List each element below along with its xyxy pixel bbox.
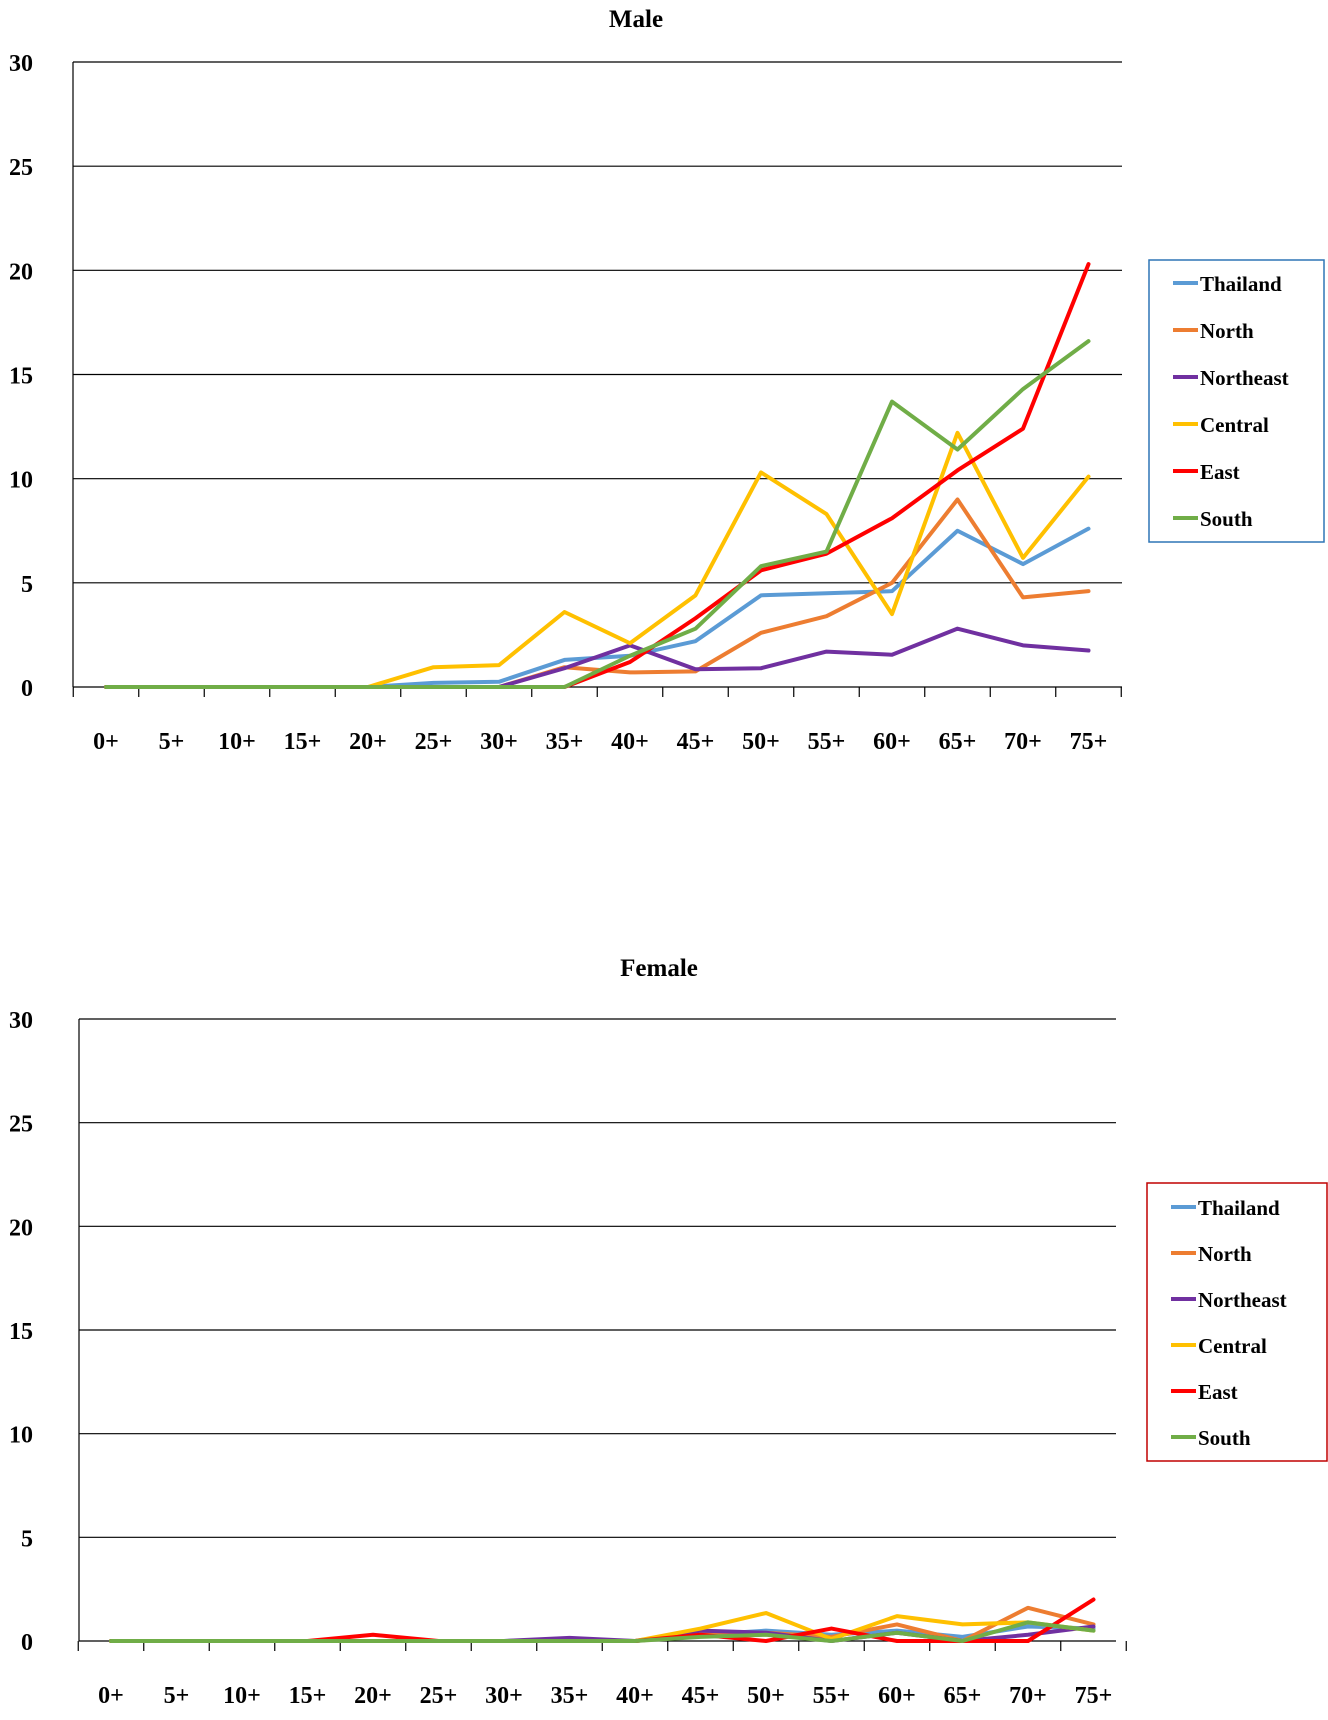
female-x-tick-label: 5+	[164, 1683, 190, 1709]
female-chart-panel: Female 0 5 10 15 20 25 30 0+ 5+ 10+ 15+ 20+ 25+ 30+ 35…	[9, 955, 1328, 1709]
female-y-tick-label: 20	[9, 1215, 33, 1241]
female-legend: Thailand North Northeast Central East South	[1146, 1182, 1328, 1462]
male-y-tick-label: 30	[9, 51, 33, 77]
male-x-tick-label: 50+	[742, 729, 780, 755]
female-x-tick-label: 50+	[747, 1683, 785, 1709]
male-x-tick-label: 20+	[349, 729, 387, 755]
male-x-tick-label: 15+	[284, 729, 322, 755]
female-y-tick-label: 30	[9, 1008, 33, 1034]
female-y-tick-label: 5	[21, 1526, 33, 1552]
male-legend: Thailand North Northeast Central East South	[1148, 259, 1325, 543]
female-x-tick-label: 70+	[1009, 1683, 1047, 1709]
male-legend-label: East	[1200, 460, 1240, 484]
male-y-tick-label: 25	[9, 155, 33, 181]
male-legend-label: Northeast	[1200, 366, 1289, 390]
male-x-tick-label: 60+	[873, 729, 911, 755]
female-x-tick-label: 15+	[289, 1683, 327, 1709]
female-x-tick-label: 30+	[485, 1683, 523, 1709]
male-x-tick-label: 40+	[611, 729, 649, 755]
male-x-tick-label: 25+	[415, 729, 453, 755]
male-chart-title: Male	[609, 6, 663, 33]
male-x-tick-label: 5+	[159, 729, 185, 755]
male-y-tick-label: 10	[9, 468, 33, 494]
male-y-tick-label: 15	[9, 364, 33, 390]
male-series-line-thailand	[104, 526, 1091, 689]
female-chart-title: Female	[620, 955, 698, 982]
female-series-line-north	[109, 1605, 1096, 1643]
male-legend-label: Central	[1200, 413, 1269, 437]
female-x-tick-label: 75+	[1075, 1683, 1113, 1709]
male-y-tick-label: 0	[21, 676, 33, 702]
male-x-tick-label: 35+	[546, 729, 584, 755]
female-legend-label: Northeast	[1198, 1288, 1287, 1312]
female-x-tick-label: 10+	[223, 1683, 261, 1709]
male-x-tick-label: 45+	[677, 729, 715, 755]
female-x-tick-label: 45+	[682, 1683, 720, 1709]
male-legend-label: North	[1200, 319, 1254, 343]
female-x-tick-label: 60+	[878, 1683, 916, 1709]
female-legend-label: North	[1198, 1242, 1252, 1266]
male-legend-label: Thailand	[1200, 272, 1282, 296]
female-y-tick-label: 25	[9, 1112, 33, 1138]
female-x-tick-label: 65+	[944, 1683, 982, 1709]
female-y-tick-label: 10	[9, 1423, 33, 1449]
male-legend-box	[1148, 259, 1325, 543]
male-chart-panel: Male 0 5 10 15 20 25 30 0+ 5+ 10+ 15+ 20+ 25+ 30+ 35+ 4…	[9, 6, 1325, 755]
female-legend-label: Central	[1198, 1334, 1267, 1358]
male-x-tick-label: 75+	[1070, 729, 1108, 755]
female-x-tick-label: 35+	[551, 1683, 589, 1709]
female-x-tick-label: 0+	[98, 1683, 124, 1709]
male-x-tick-label: 65+	[939, 729, 977, 755]
female-y-tick-label: 15	[9, 1319, 33, 1345]
male-y-tick-label: 20	[9, 259, 33, 285]
female-y-tick-label: 0	[21, 1630, 33, 1656]
female-x-tick-label: 25+	[420, 1683, 458, 1709]
male-x-tick-label: 10+	[218, 729, 256, 755]
female-x-tick-label: 40+	[616, 1683, 654, 1709]
male-x-tick-label: 70+	[1004, 729, 1042, 755]
female-legend-label: South	[1198, 1426, 1251, 1450]
female-series-line-south	[109, 1620, 1096, 1643]
male-x-tick-label: 0+	[93, 729, 119, 755]
female-x-tick-label: 20+	[354, 1683, 392, 1709]
female-legend-label: Thailand	[1198, 1196, 1280, 1220]
male-x-tick-label: 30+	[480, 729, 518, 755]
male-legend-label: South	[1200, 507, 1253, 531]
female-x-tick-label: 55+	[813, 1683, 851, 1709]
male-y-tick-label: 5	[21, 572, 33, 598]
female-legend-box	[1146, 1182, 1328, 1462]
male-series-line-central	[104, 430, 1091, 689]
male-series-line-northeast	[104, 626, 1091, 689]
male-series-line-south	[104, 339, 1091, 689]
female-legend-label: East	[1198, 1380, 1238, 1404]
male-x-tick-label: 55+	[808, 729, 846, 755]
